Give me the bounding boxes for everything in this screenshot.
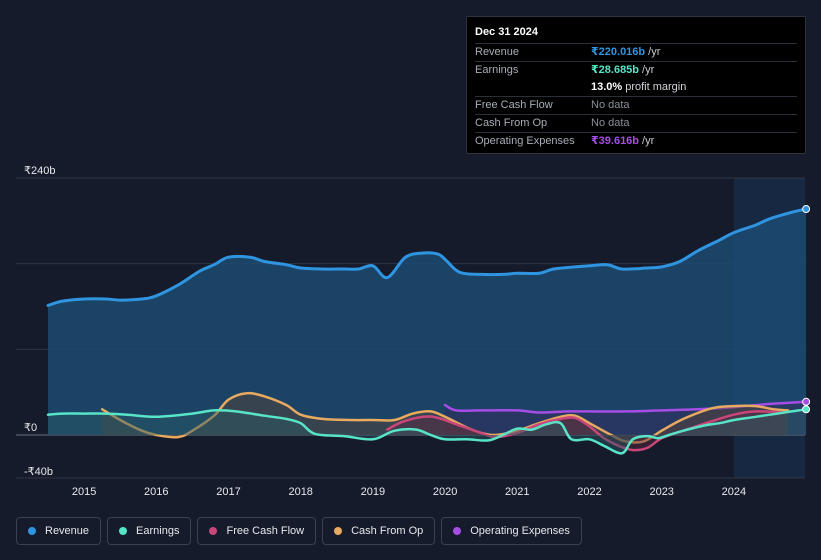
revenue-area <box>48 209 807 435</box>
tooltip-value: No data <box>591 117 630 129</box>
x-tick-label: 2020 <box>433 486 457 498</box>
legend-dot-icon <box>119 527 128 535</box>
tooltip-date: Dec 31 2024 <box>475 26 538 38</box>
tooltip-key: Operating Expenses <box>475 135 575 147</box>
x-tick-label: 2022 <box>577 486 601 498</box>
x-tick-label: 2017 <box>216 486 240 498</box>
legend-item-cash-from-op[interactable]: Cash From Op <box>322 517 436 545</box>
cash-from-op-line <box>100 391 790 444</box>
legend-item-operating-expenses[interactable]: Operating Expenses <box>441 517 582 545</box>
tooltip-row: Earnings ₹28.685b/yr <box>475 61 797 79</box>
earnings-area <box>48 409 807 454</box>
operating-expenses-end-marker <box>802 397 811 406</box>
tooltip-unit: /yr <box>642 64 655 76</box>
x-tick-label: 2016 <box>144 486 168 498</box>
y-axis-label: ₹0 <box>24 422 37 434</box>
tooltip-row: Operating Expenses ₹39.616b/yr <box>475 132 797 150</box>
tooltip-unit: /yr <box>642 135 655 147</box>
legend-dot-icon <box>28 527 36 535</box>
legend-label: Free Cash Flow <box>226 525 305 537</box>
tooltip: Dec 31 2024 Revenue ₹220.016b/yr Earnings ₹… <box>466 16 806 154</box>
x-tick-label: 2021 <box>505 486 529 498</box>
tooltip-row: Revenue ₹220.016b/yr <box>475 43 797 61</box>
revenue-end-marker <box>802 205 811 214</box>
legend-item-earnings[interactable]: Earnings <box>107 517 192 545</box>
tooltip-row: Free Cash Flow No data <box>475 96 797 114</box>
tooltip-key: Cash From Op <box>475 117 548 129</box>
revenue-line <box>46 207 808 307</box>
legend-label: Earnings <box>136 525 180 537</box>
x-tick-label: 2018 <box>288 486 312 498</box>
free-cash-flow-area <box>387 411 785 451</box>
legend-label: Cash From Op <box>351 525 424 537</box>
chart: ₹240b ₹0 -₹40b 2015 2016 2017 2018 2019 2020 2021… <box>16 165 811 498</box>
legend-label: Revenue <box>45 525 90 537</box>
x-tick-label: 2019 <box>361 486 385 498</box>
legend-dot-icon <box>209 527 218 535</box>
legend-item-revenue[interactable]: Revenue <box>16 517 102 545</box>
tooltip-value: No data <box>591 99 630 111</box>
tooltip-key: Revenue <box>475 46 520 58</box>
tooltip-key <box>475 79 591 96</box>
tooltip-key: Earnings <box>475 64 519 76</box>
tooltip-value: ₹220.016b <box>591 46 646 58</box>
x-tick-label: 2024 <box>722 486 746 498</box>
legend-dot-icon <box>453 527 462 535</box>
legend: Revenue Earnings Free Cash Flow Cash From O… <box>16 517 582 545</box>
tooltip-value: ₹39.616b <box>591 135 640 147</box>
tooltip-unit: /yr <box>648 46 661 58</box>
x-tick-label: 2023 <box>649 486 673 498</box>
legend-dot-icon <box>334 527 343 535</box>
earnings-line <box>46 408 808 455</box>
legend-item-free-cash-flow[interactable]: Free Cash Flow <box>197 517 317 545</box>
legend-label: Operating Expenses <box>470 525 570 537</box>
tooltip-value: 13.0% <box>591 81 623 93</box>
y-axis-label: -₹40b <box>24 466 53 478</box>
tooltip-value: ₹28.685b <box>591 64 640 76</box>
earnings-end-marker <box>802 405 811 414</box>
tooltip-key: Free Cash Flow <box>475 99 553 111</box>
y-axis-label: ₹240b <box>24 165 55 177</box>
tooltip-unit: profit margin <box>625 81 687 93</box>
tooltip-row: Cash From Op No data <box>475 114 797 132</box>
x-tick-label: 2015 <box>72 486 96 498</box>
tooltip-row: 13.0% profit margin <box>475 79 797 96</box>
